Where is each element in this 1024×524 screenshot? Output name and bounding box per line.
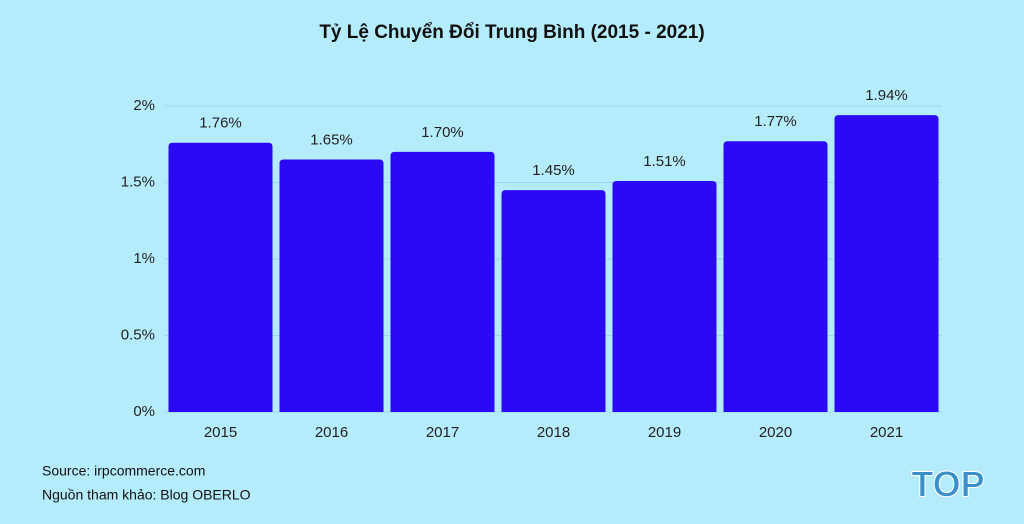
y-tick-label: 1.5% [121, 173, 155, 190]
data-label: 1.77% [754, 113, 797, 130]
data-label: 1.51% [643, 153, 686, 170]
data-label: 1.70% [421, 124, 464, 141]
x-tick-label: 2020 [759, 424, 792, 441]
x-tick-label: 2019 [648, 424, 681, 441]
x-tick-label: 2017 [426, 424, 459, 441]
data-label: 1.94% [865, 87, 908, 104]
y-tick-label: 0% [133, 403, 155, 420]
bar [612, 180, 717, 412]
y-tick-label: 2% [133, 97, 155, 114]
logo: TOP [911, 464, 984, 505]
y-tick-label: 1% [133, 250, 155, 267]
data-label: 1.65% [310, 132, 353, 149]
bar [279, 159, 384, 412]
x-tick-label: 2016 [315, 424, 348, 441]
data-label: 1.76% [199, 115, 242, 132]
source-note: Nguồn tham khảo: Blog OBERLO [42, 487, 251, 503]
bar [501, 190, 606, 412]
source-note: Source: irpcommerce.com [42, 463, 205, 479]
y-tick-label: 0.5% [121, 326, 155, 343]
bar [168, 142, 273, 412]
bar [390, 151, 495, 412]
x-tick-label: 2015 [204, 424, 237, 441]
data-label: 1.45% [532, 162, 575, 179]
bar [834, 115, 939, 413]
bar [723, 141, 828, 412]
chart-title: Tỷ Lệ Chuyển Đổi Trung Bình (2015 - 2021… [319, 22, 704, 43]
x-tick-label: 2021 [870, 424, 903, 441]
x-tick-label: 2018 [537, 424, 570, 441]
